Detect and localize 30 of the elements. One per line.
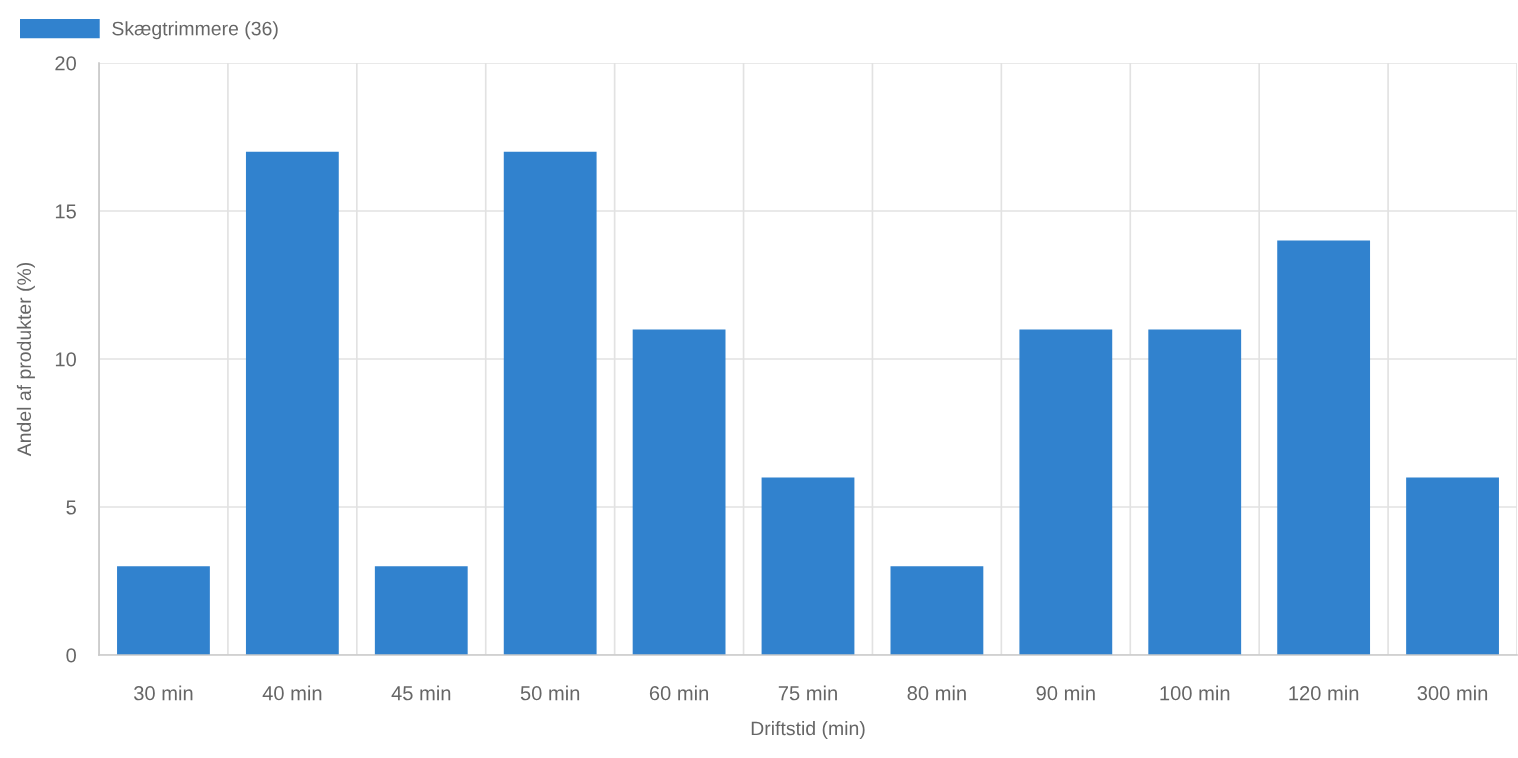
x-tick-label: 100 min: [1160, 685, 1230, 701]
x-tick-label: 30 min: [134, 685, 193, 701]
x-tick-label: 300 min: [1417, 685, 1488, 701]
x-tick-label: 90 min: [1036, 685, 1095, 701]
x-axis-title: Driftstid (min): [751, 721, 865, 740]
y-tick-label: 20: [55, 56, 76, 71]
bar: [117, 566, 210, 655]
y-tick-label: 15: [55, 204, 76, 219]
bar: [761, 477, 855, 655]
y-tick-label: 5: [66, 500, 76, 515]
bar: [1019, 329, 1113, 655]
x-tick-label: 40 min: [262, 685, 322, 701]
legend-label: Skægtrimmere (36): [112, 21, 278, 40]
x-tick-label: 120 min: [1289, 685, 1359, 701]
bar: [1277, 240, 1371, 655]
bar: [374, 566, 468, 655]
bar: [890, 566, 984, 655]
bar: [245, 151, 339, 655]
y-tick-label: 0: [66, 648, 76, 663]
x-tick-label: 50 min: [520, 685, 580, 701]
y-axis-title: Andel af produkter (%): [16, 262, 35, 457]
bar: [503, 151, 597, 655]
y-tick-label: 10: [55, 352, 76, 367]
bar: [632, 329, 726, 655]
x-tick-label: 60 min: [649, 685, 709, 701]
x-tick-label: 80 min: [907, 685, 966, 701]
bar: [1406, 477, 1499, 655]
x-tick-label: 75 min: [778, 685, 837, 701]
bar: [1148, 329, 1242, 655]
x-tick-label: 45 min: [391, 685, 451, 701]
